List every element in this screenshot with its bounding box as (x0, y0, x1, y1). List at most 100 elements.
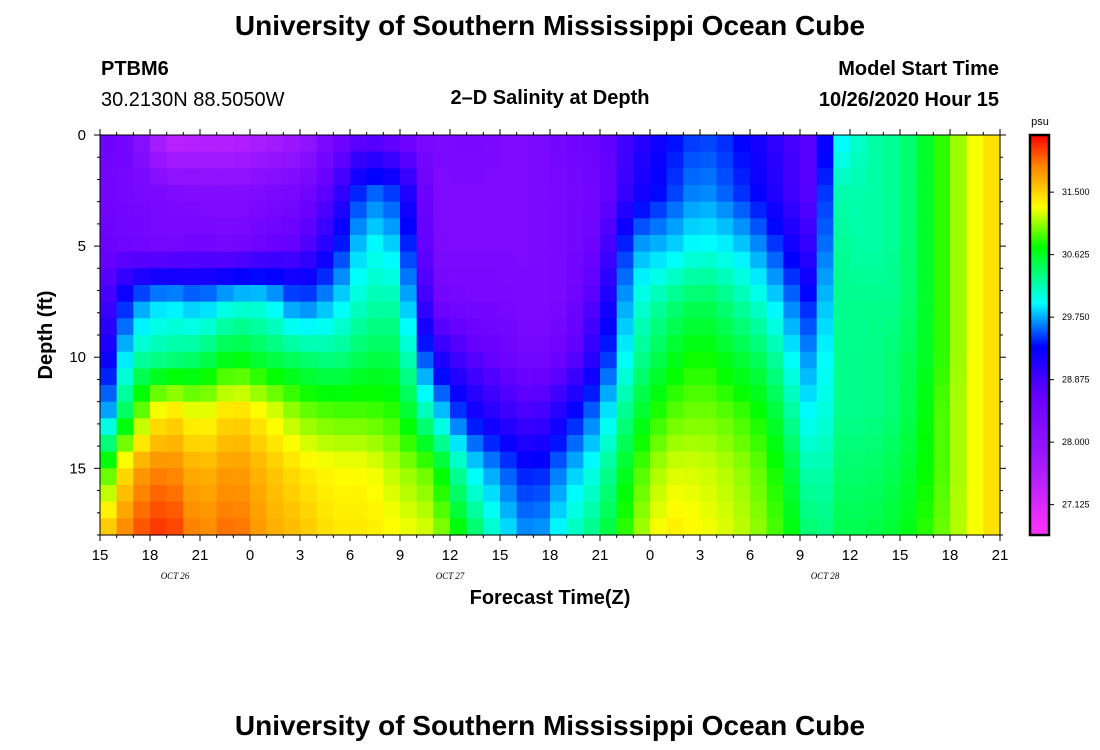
heatmap-cell (416, 435, 434, 453)
heatmap-cell (850, 518, 868, 536)
heatmap-cell (783, 185, 801, 203)
heatmap-cell (450, 401, 468, 419)
heatmap-cell (700, 301, 718, 319)
y-axis-label: Depth (ft) (35, 291, 57, 380)
heatmap-cell (550, 168, 568, 186)
heatmap-cell (933, 385, 951, 403)
heatmap-cell (483, 501, 501, 519)
heatmap-cell (916, 518, 934, 536)
heatmap-cell (100, 418, 118, 436)
heatmap-cell (350, 468, 368, 486)
heatmap-cell (416, 235, 434, 253)
heatmap-cell (300, 235, 318, 253)
heatmap-cell (450, 468, 468, 486)
heatmap-cell (183, 335, 201, 353)
heatmap-cell (666, 335, 684, 353)
heatmap-cell (466, 385, 484, 403)
heatmap-cell (333, 368, 351, 386)
heatmap-cell (966, 368, 984, 386)
heatmap-cell (150, 185, 168, 203)
heatmap-cell (466, 185, 484, 203)
heatmap-cell (900, 435, 918, 453)
heatmap-cell (450, 135, 468, 153)
heatmap-cell (866, 401, 884, 419)
heatmap-cell (983, 335, 1001, 353)
heatmap-cell (683, 351, 701, 369)
heatmap-cell (666, 285, 684, 303)
heatmap-cell (750, 201, 768, 219)
heatmap-cell (233, 235, 251, 253)
heatmap-cell (116, 285, 134, 303)
heatmap-cell (833, 418, 851, 436)
colorbar-tick-label: 30.625 (1062, 250, 1090, 260)
heatmap-cell (216, 135, 234, 153)
heatmap-cell (733, 201, 751, 219)
heatmap-cell (416, 185, 434, 203)
heatmap-cell (583, 451, 601, 469)
heatmap-cell (433, 518, 451, 536)
heatmap-cell (283, 485, 301, 503)
heatmap-cell (350, 218, 368, 236)
heatmap-cell (550, 518, 568, 536)
heatmap-cell (600, 268, 618, 286)
heatmap-cell (733, 168, 751, 186)
heatmap-cell (550, 351, 568, 369)
heatmap-cell (483, 451, 501, 469)
heatmap-cell (416, 518, 434, 536)
heatmap-cell (900, 468, 918, 486)
heatmap-cell (700, 285, 718, 303)
colorbar-tick-label: 29.750 (1062, 312, 1090, 322)
heatmap-cell (883, 335, 901, 353)
heatmap-cell (216, 468, 234, 486)
heatmap-cell (100, 268, 118, 286)
heatmap-cell (433, 368, 451, 386)
heatmap-cell (583, 401, 601, 419)
x-tick-label: 21 (592, 547, 609, 564)
heatmap-cell (100, 201, 118, 219)
heatmap-cell (316, 451, 334, 469)
heatmap-cell (533, 218, 551, 236)
heatmap-cell (666, 185, 684, 203)
heatmap-cell (583, 201, 601, 219)
heatmap-cell (533, 418, 551, 436)
heatmap-cell (716, 301, 734, 319)
heatmap-cell (750, 235, 768, 253)
heatmap-cell (850, 335, 868, 353)
heatmap-cell (400, 401, 418, 419)
heatmap-cell (933, 451, 951, 469)
heatmap-cell (616, 385, 634, 403)
heatmap-cell (633, 201, 651, 219)
heatmap-cell (783, 518, 801, 536)
heatmap-cell (516, 318, 534, 336)
heatmap-cell (866, 151, 884, 169)
heatmap-cell (516, 485, 534, 503)
heatmap-cell (933, 268, 951, 286)
heatmap-cell (283, 318, 301, 336)
heatmap-cell (566, 501, 584, 519)
heatmap-cell (866, 485, 884, 503)
heatmap-cell (850, 185, 868, 203)
heatmap-cell (466, 518, 484, 536)
heatmap-cell (433, 385, 451, 403)
heatmap-cell (133, 268, 151, 286)
heatmap-cell (866, 451, 884, 469)
heatmap-cell (700, 235, 718, 253)
heatmap-cell (883, 301, 901, 319)
heatmap-cell (466, 235, 484, 253)
heatmap-cell (633, 418, 651, 436)
x-axis-label: Forecast Time(Z) (470, 587, 631, 609)
heatmap-cell (583, 135, 601, 153)
heatmap-cell (566, 451, 584, 469)
heatmap-cell (466, 268, 484, 286)
heatmap-cell (233, 501, 251, 519)
heatmap-cell (733, 268, 751, 286)
heatmap-cell (183, 518, 201, 536)
heatmap-cell (300, 151, 318, 169)
heatmap-cell (200, 468, 218, 486)
heatmap-cell (866, 168, 884, 186)
heatmap-cell (516, 385, 534, 403)
heatmap-cell (850, 201, 868, 219)
heatmap-cell (416, 418, 434, 436)
heatmap-cell (966, 168, 984, 186)
heatmap-cell (450, 285, 468, 303)
